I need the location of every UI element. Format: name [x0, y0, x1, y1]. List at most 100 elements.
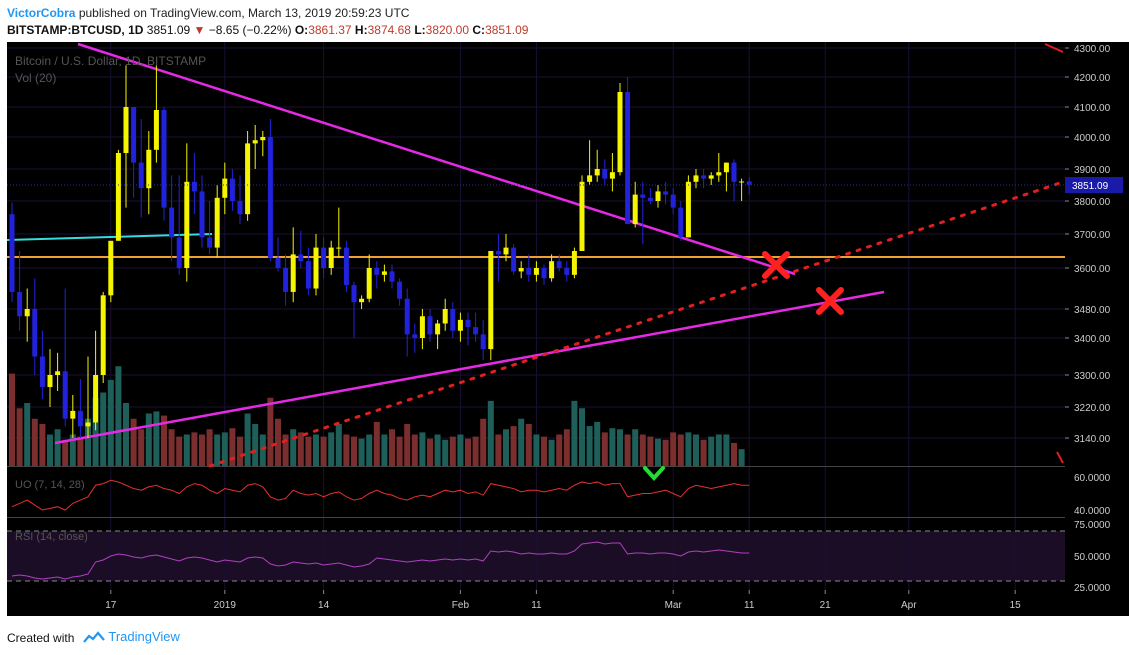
- tradingview-logo[interactable]: TradingView: [83, 629, 180, 645]
- volume-bar: [259, 434, 266, 466]
- candle-body: [549, 261, 555, 279]
- candle-body: [222, 178, 228, 198]
- green-down-arrow-icon: [643, 466, 665, 481]
- ohlc-readout: BITSTAMP:BTCUSD, 1D 3851.09 ▼ −8.65 (−0.…: [7, 23, 528, 37]
- volume-bar: [252, 424, 259, 466]
- candle-body: [602, 169, 608, 179]
- close-value: 3851.09: [485, 23, 529, 37]
- volume-bar: [199, 434, 205, 466]
- uo-tick-label: 40.0000: [1074, 506, 1111, 517]
- candle-body: [214, 197, 220, 248]
- volume-bar: [556, 434, 563, 466]
- candle-body: [17, 291, 23, 317]
- volume-bar: [510, 426, 517, 466]
- candle-body: [313, 247, 319, 289]
- candle-body: [533, 268, 539, 275]
- price-chart[interactable]: 4300.00 4200.00 4100.00 4000.00 3900.00 3800.…: [0, 42, 1129, 626]
- cyan-resistance-line: [6, 233, 213, 241]
- author-link[interactable]: VictorCobra: [7, 6, 76, 20]
- price-tick-label: 3480.00: [1074, 305, 1111, 316]
- candle-body: [716, 172, 722, 176]
- dotted-projection-line: [208, 180, 1065, 468]
- volume-bar: [708, 436, 715, 466]
- candle-body: [93, 375, 99, 423]
- candle-body: [62, 371, 68, 419]
- candle-body: [678, 207, 684, 238]
- candle-body: [526, 268, 532, 275]
- volume-bar: [609, 428, 616, 466]
- price-tick-label: 3300.00: [1074, 371, 1111, 382]
- candle-body: [298, 254, 304, 262]
- volume-bar: [457, 434, 464, 466]
- annotation-marks: [7, 184, 1065, 481]
- volume-bar: [221, 432, 228, 466]
- volume-bar: [373, 421, 380, 466]
- candle-body: [579, 181, 585, 251]
- candle-body: [739, 181, 745, 183]
- candle-body: [442, 309, 448, 324]
- candle-body: [85, 422, 91, 427]
- volume-bar: [297, 432, 304, 466]
- candle-body: [435, 323, 441, 335]
- candle-body: [336, 247, 342, 249]
- volume-bar: [282, 434, 289, 466]
- candle-body: [351, 285, 357, 303]
- volume-bar: [617, 429, 623, 466]
- trend-drawings: [6, 42, 1065, 468]
- price-tick-label: 4000.00: [1074, 133, 1111, 144]
- candle-body: [480, 334, 486, 350]
- volume-bar: [632, 429, 639, 466]
- candle-body: [138, 162, 144, 189]
- red-x-mark: [816, 287, 844, 315]
- tradingview-brand: TradingView: [108, 629, 180, 644]
- rsi-tick-label: 75.0000: [1074, 520, 1111, 531]
- low-value: 3820.00: [425, 23, 470, 37]
- current-price-label: 3851.09: [1072, 181, 1109, 192]
- volume-bar: [244, 413, 251, 466]
- volume-bar: [434, 434, 441, 466]
- candle-body: [199, 191, 205, 238]
- candle-body: [131, 107, 137, 163]
- price-tick-label: 3600.00: [1074, 264, 1111, 275]
- uo-tick-label: 60.0000: [1074, 473, 1111, 484]
- volume-bar: [738, 449, 745, 466]
- chart-header: VictorCobra published on TradingView.com…: [0, 0, 1129, 42]
- candle-body: [655, 191, 661, 201]
- price-tick-label: 3900.00: [1074, 165, 1111, 176]
- candle-body: [305, 261, 311, 289]
- time-tick-label: 2019: [214, 600, 237, 611]
- volume-bar: [229, 428, 236, 466]
- candle-body: [473, 327, 479, 335]
- volume-bar: [237, 436, 243, 466]
- volume-bar: [31, 418, 38, 466]
- price-scale[interactable]: [1065, 42, 1129, 590]
- candle-body: [123, 107, 129, 153]
- x-stroke: [816, 287, 844, 315]
- volume-bar: [138, 429, 145, 466]
- volume-bar: [480, 418, 487, 466]
- volume-label: Vol (20): [15, 71, 56, 85]
- candle-body: [267, 137, 273, 258]
- rsi-line: [11, 541, 750, 580]
- volume-bar: [639, 434, 646, 466]
- candle-body: [640, 194, 646, 198]
- volume-bar: [153, 411, 160, 466]
- high-label: H:: [354, 23, 368, 37]
- candle-body: [594, 169, 600, 176]
- candle-body: [708, 175, 714, 179]
- candle-body: [290, 254, 296, 292]
- price-tick-label: 4100.00: [1074, 103, 1111, 114]
- volume-bar: [24, 403, 31, 466]
- volume-bar: [145, 413, 152, 466]
- time-tick-label: 11: [531, 600, 542, 611]
- candle-body: [32, 309, 38, 357]
- volume-bar: [624, 434, 631, 466]
- volume-bar: [396, 436, 403, 466]
- candle-body: [100, 295, 106, 375]
- candle-body: [207, 237, 213, 248]
- price-tick-label: 4300.00: [1074, 44, 1111, 55]
- time-scale[interactable]: [7, 590, 1129, 616]
- candle-body: [518, 268, 524, 272]
- volume-bar: [47, 434, 53, 466]
- candle-body: [343, 247, 349, 286]
